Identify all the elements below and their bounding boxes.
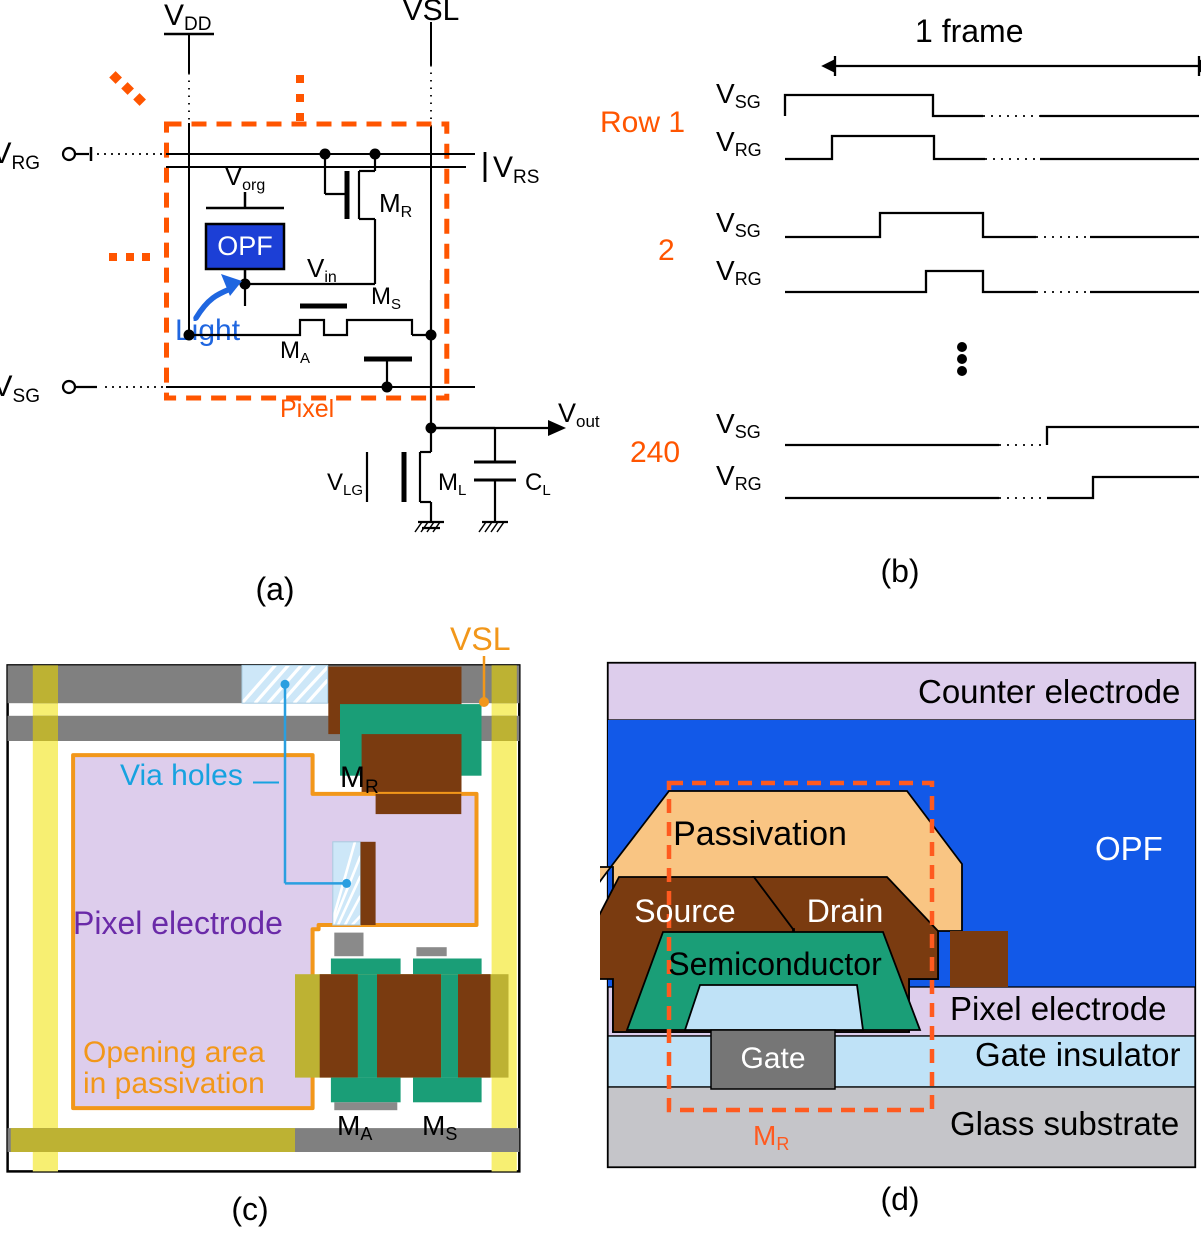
svg-text:Light: Light: [175, 314, 241, 347]
svg-text:VLG: VLG: [327, 469, 363, 499]
svg-text:Row 1: Row 1: [600, 106, 685, 139]
svg-text:VRG: VRG: [0, 137, 40, 174]
svg-text:Gate: Gate: [740, 1042, 805, 1075]
svg-text:(c): (c): [231, 1191, 268, 1227]
svg-text:Pixel: Pixel: [280, 395, 334, 423]
svg-text:Glass substrate: Glass substrate: [950, 1105, 1179, 1142]
svg-text:VSL: VSL: [403, 0, 460, 27]
svg-text:Semiconductor: Semiconductor: [668, 946, 882, 982]
svg-text:VRG: VRG: [716, 255, 762, 289]
svg-text:Vorg: Vorg: [225, 161, 265, 194]
svg-text:ML: ML: [438, 469, 466, 499]
svg-text:VSG: VSG: [716, 78, 761, 112]
svg-text:Vin: Vin: [307, 253, 337, 286]
svg-text:Vout: Vout: [558, 398, 600, 431]
svg-text:VDD: VDD: [164, 0, 211, 35]
svg-text:MA: MA: [280, 337, 310, 367]
svg-text:OPF: OPF: [217, 231, 273, 261]
svg-text:VSG: VSG: [716, 207, 761, 241]
svg-text:VSG: VSG: [716, 408, 761, 442]
svg-text:Pixel electrode: Pixel electrode: [950, 990, 1166, 1027]
svg-text:Drain: Drain: [807, 893, 883, 929]
svg-text:MR: MR: [379, 188, 412, 221]
svg-text:MS: MS: [371, 283, 401, 313]
svg-text:Counter electrode: Counter electrode: [918, 673, 1180, 710]
svg-text:2: 2: [658, 234, 675, 267]
svg-text:OPF: OPF: [1095, 830, 1163, 867]
svg-text:Via holes: Via holes: [120, 759, 243, 792]
svg-text:VRG: VRG: [716, 460, 762, 494]
svg-text:1 frame: 1 frame: [915, 13, 1023, 49]
svg-text:CL: CL: [525, 469, 551, 499]
svg-text:Source: Source: [634, 893, 735, 929]
svg-text:in passivation: in passivation: [83, 1067, 265, 1100]
svg-text:Opening area: Opening area: [83, 1036, 265, 1069]
svg-text:VRS: VRS: [493, 151, 539, 188]
svg-text:(b): (b): [880, 553, 919, 589]
svg-text:VSG: VSG: [0, 370, 40, 407]
svg-text:(d): (d): [880, 1181, 919, 1217]
svg-text:240: 240: [630, 436, 680, 469]
svg-text:Passivation: Passivation: [673, 815, 847, 853]
svg-text:Gate insulator: Gate insulator: [975, 1036, 1180, 1073]
svg-text:Pixel electrode: Pixel electrode: [73, 905, 283, 941]
svg-text:VSL: VSL: [450, 621, 510, 657]
svg-text:VRG: VRG: [716, 126, 762, 160]
